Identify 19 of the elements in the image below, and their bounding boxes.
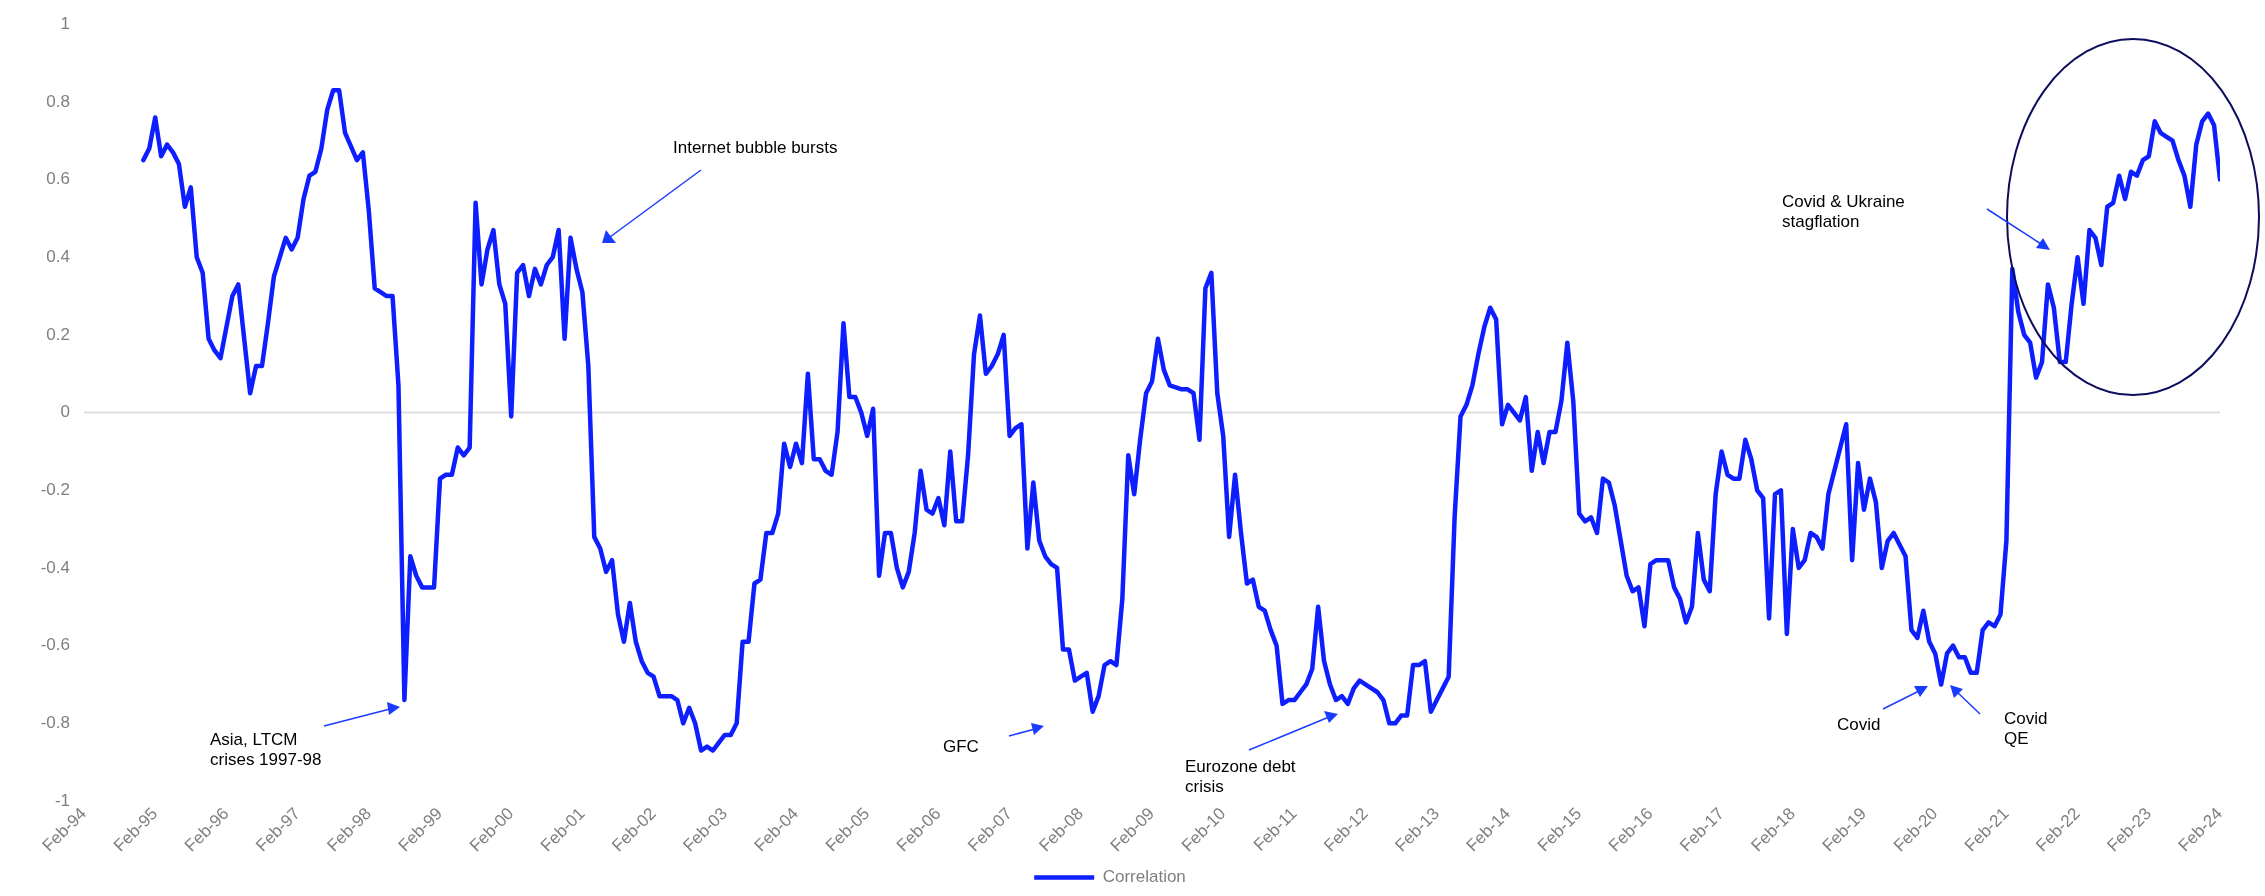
annotation: Asia, LTCM crises 1997-98 xyxy=(210,729,322,769)
annotation: Covid QE xyxy=(2004,708,2048,748)
annotation: GFC xyxy=(943,736,979,756)
y-tick-label: 0 xyxy=(60,402,70,422)
y-tick-label: 0.4 xyxy=(46,246,70,266)
y-tick-label: -0.2 xyxy=(40,479,70,499)
y-tick-label: -0.4 xyxy=(40,557,70,577)
y-tick-label: -0.6 xyxy=(40,635,70,655)
annotation: Internet bubble bursts xyxy=(673,137,838,157)
y-tick-label: -1 xyxy=(54,790,70,810)
annotation: Eurozone debt crisis xyxy=(1185,756,1296,796)
y-tick-label: 0.6 xyxy=(46,169,70,189)
y-tick-label: 1 xyxy=(60,13,70,33)
annotation: Covid xyxy=(1837,714,1881,734)
legend-label: Correlation xyxy=(1102,867,1186,887)
y-tick-label: 0.8 xyxy=(46,91,70,111)
y-tick-label: -0.8 xyxy=(40,713,70,733)
annotation: Covid & Ukraine stagflation xyxy=(1782,191,1905,231)
y-tick-label: 0.2 xyxy=(46,324,70,344)
